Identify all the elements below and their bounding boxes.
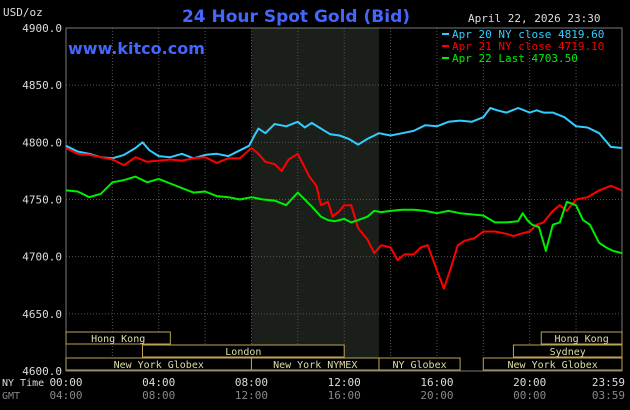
- y-tick-label: 4850.0: [22, 79, 62, 92]
- y-tick-label: 4600.0: [22, 365, 62, 378]
- x-tick-label: 16:00: [420, 376, 453, 389]
- session-box: [540, 331, 623, 345]
- series-line-1: [65, 107, 623, 160]
- series-line-3: [65, 175, 623, 255]
- x-tick-label: 12:00: [328, 376, 361, 389]
- watermark: www.kitco.com: [68, 39, 205, 58]
- x-axis-row-label: GMT: [2, 391, 20, 402]
- y-tick-label: 4700.0: [22, 251, 62, 264]
- session-label: London: [225, 347, 261, 358]
- currency-unit-label: USD/oz: [3, 6, 43, 19]
- session-label: New York Globex: [114, 360, 204, 371]
- legend-series-3: Apr 22 Last 4703.50: [452, 52, 578, 65]
- legend-series-2: Apr 21 NY close 4719.10: [452, 40, 604, 53]
- x-tick-label: 03:59: [592, 389, 625, 402]
- x-tick-label: 04:00: [142, 376, 175, 389]
- session-label: NY Globex: [392, 360, 446, 371]
- session-label: Hong Kong: [91, 334, 145, 345]
- axes: 4600.0 4650.0 4700.0 4750.0 4800.0 4850.0 4900…: [2, 22, 625, 402]
- session-label: Hong Kong: [555, 334, 609, 345]
- legend-series-1: Apr 20 NY close 4819.60: [452, 28, 604, 41]
- market-sessions: Hong Kong London New York Globex New York N…: [65, 331, 623, 371]
- session-label: New York NYMEX: [273, 360, 357, 371]
- session-box: [512, 344, 623, 358]
- series-line-2: [65, 147, 623, 290]
- x-tick-label: 08:00: [235, 376, 268, 389]
- x-axis-row-label: NY Time: [2, 378, 44, 389]
- plot-frame: [65, 27, 623, 372]
- y-tick-label: 4650.0: [22, 308, 62, 321]
- y-tick-label: 4800.0: [22, 136, 62, 149]
- session-box: [378, 357, 461, 371]
- x-tick-label: 20:00: [513, 376, 546, 389]
- legend: Apr 20 NY close 4819.60 Apr 21 NY close …: [442, 28, 604, 65]
- session-box: [65, 331, 171, 345]
- x-tick-label: 16:00: [328, 389, 361, 402]
- x-tick-label: 20:00: [420, 389, 453, 402]
- x-tick-label: 12:00: [235, 389, 268, 402]
- x-tick-label: 23:59: [592, 376, 625, 389]
- x-tick-label: 00:00: [49, 376, 82, 389]
- series-lines: [65, 107, 623, 290]
- session-label: Sydney: [550, 347, 586, 358]
- session-box: [482, 357, 623, 371]
- y-tick-label: 4750.0: [22, 194, 62, 207]
- y-tick-label: 4900.0: [22, 22, 62, 35]
- date-time-label: April 22, 2026 23:30: [468, 12, 600, 25]
- x-tick-label: 04:00: [49, 389, 82, 402]
- chart-title: 24 Hour Spot Gold (Bid): [182, 7, 410, 27]
- session-box: [142, 344, 345, 358]
- x-tick-label: 08:00: [142, 389, 175, 402]
- x-tick-label: 00:00: [513, 389, 546, 402]
- session-label: New York Globex: [507, 360, 597, 371]
